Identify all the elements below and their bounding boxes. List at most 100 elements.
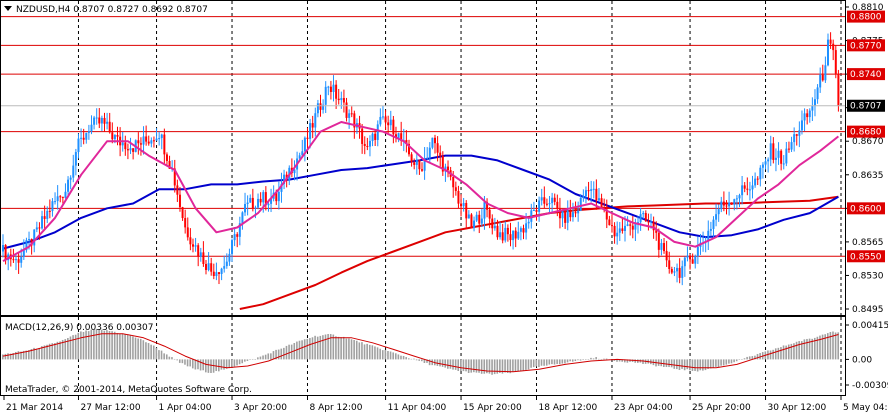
candle-body: [93, 117, 96, 125]
time-label: 23 Apr 04:00: [614, 403, 673, 413]
macd-bar: [158, 350, 160, 360]
candle-body: [741, 185, 744, 196]
macd-bar: [106, 330, 108, 360]
macd-bar: [277, 349, 280, 360]
candle-body: [452, 176, 455, 188]
macd-bar: [785, 345, 787, 360]
candle-body: [126, 149, 129, 151]
macd-tick-label: 0.00415: [852, 321, 888, 331]
candle-body: [457, 190, 460, 204]
candle-body: [678, 267, 681, 278]
candle-body: [329, 86, 332, 92]
macd-bar: [100, 329, 103, 360]
candle-body: [473, 220, 476, 229]
macd-bar: [178, 359, 181, 363]
candle-body: [199, 252, 202, 257]
candle-body: [392, 119, 395, 135]
candle-body: [837, 73, 840, 106]
macd-bar: [194, 359, 197, 370]
candle-body: [165, 154, 168, 161]
macd-bar: [337, 336, 340, 360]
candle-body: [793, 134, 796, 143]
macd-bar: [348, 338, 350, 360]
candle-body: [204, 263, 207, 270]
macd-bar: [241, 359, 244, 364]
macd-bar: [184, 359, 186, 365]
candle-body: [728, 202, 731, 207]
candle-body: [676, 267, 679, 272]
candle-body: [90, 124, 93, 132]
symbol-title: NZDUSD,H4 0.8707 0.8727 0.8692 0.8707: [16, 5, 208, 15]
candle-body: [267, 203, 270, 206]
collapse-icon[interactable]: [4, 6, 12, 11]
candle-body: [155, 138, 158, 141]
candle-body: [85, 132, 88, 140]
main-chart-panel[interactable]: NZDUSD,H4 0.8707 0.8727 0.8692 0.8707: [0, 0, 846, 316]
level-label: 0.8800: [850, 13, 882, 23]
candle-body: [491, 218, 494, 229]
macd-bar: [769, 350, 772, 360]
time-label: 5 May 04:00: [843, 403, 888, 413]
candle-body: [345, 102, 348, 118]
macd-bar: [368, 344, 371, 360]
candle-body: [181, 207, 184, 219]
candle-body: [535, 210, 538, 212]
candle-body: [100, 117, 103, 124]
candle-body: [782, 163, 785, 165]
candle-body: [147, 141, 150, 144]
candle-body: [139, 143, 142, 145]
candle-body: [499, 232, 502, 238]
macd-bar: [423, 359, 426, 363]
candle-body: [592, 188, 595, 190]
candle-body: [642, 213, 645, 215]
macd-bar: [262, 355, 264, 360]
candle-body: [582, 196, 585, 198]
macd-bar: [832, 331, 834, 360]
time-axis[interactable]: 21 Mar 2014 27 Mar 12:00 1 Apr 04:00 3 Apr …: [3, 395, 888, 413]
macd-bar: [218, 359, 220, 372]
macd-bar: [564, 359, 566, 364]
macd-bar: [168, 356, 171, 360]
candle-body: [519, 228, 522, 232]
macd-bar: [493, 359, 496, 375]
price-axis[interactable]: 0.88100.87750.87400.87050.86700.86350.86…: [845, 3, 885, 315]
candle-body: [426, 157, 429, 159]
candle-body: [428, 147, 431, 158]
candle-body: [309, 123, 312, 139]
candle-body: [280, 183, 283, 192]
macd-bar: [231, 359, 233, 368]
macd-bar: [69, 336, 72, 360]
level-label: 0.8680: [850, 128, 882, 138]
macd-bar: [569, 359, 571, 362]
macd-bar: [566, 359, 569, 363]
candle-body: [746, 188, 749, 190]
candle-body: [610, 225, 613, 227]
macd-bar: [12, 353, 15, 360]
candle-body: [722, 201, 725, 206]
candle-body: [720, 201, 723, 210]
macd-bar: [400, 355, 402, 360]
candle-body: [712, 219, 715, 229]
candle-body: [303, 137, 306, 152]
macd-bar: [756, 353, 759, 360]
candle-body: [709, 228, 712, 231]
candle-body: [275, 192, 278, 202]
macd-bar: [134, 337, 137, 360]
macd-bar: [418, 359, 420, 361]
macd-bar: [467, 359, 470, 374]
macd-bar: [379, 348, 381, 360]
candle-body: [441, 155, 444, 172]
horizontal-levels[interactable]: [1, 16, 845, 257]
candle-body: [124, 142, 127, 150]
macd-bar: [306, 338, 309, 360]
macd-bar: [670, 359, 673, 368]
candle-body: [249, 197, 252, 203]
candle-body: [629, 224, 632, 226]
candle-body: [439, 152, 442, 156]
candle-body: [447, 166, 450, 171]
candle-body: [618, 228, 621, 233]
macd-panel[interactable]: MACD(12,26,9) 0.00336 0.00307 MetaTrader…: [0, 316, 888, 396]
candle-body: [785, 148, 788, 164]
candle-body: [30, 239, 33, 246]
